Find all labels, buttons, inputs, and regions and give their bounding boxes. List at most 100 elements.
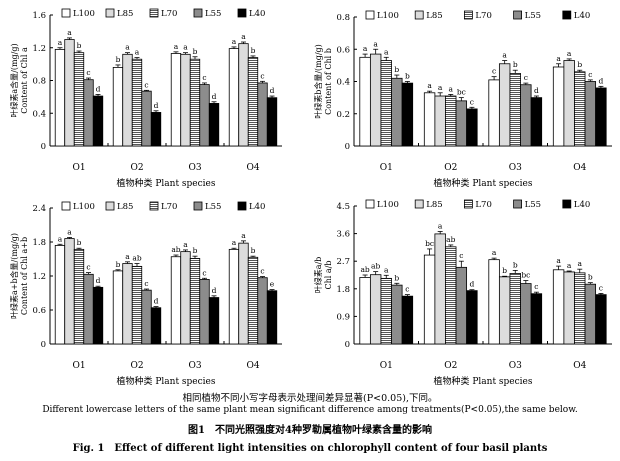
y-tick-label: 0.2 [336, 110, 350, 120]
legend-label-L55: L55 [205, 202, 221, 212]
significance-letter: bc [521, 271, 530, 280]
legend-label-L70: L70 [161, 9, 177, 19]
significance-letter: c [459, 251, 463, 260]
y-axis-label-en: Content of Chl a [20, 47, 29, 114]
x-tick-label: O2 [130, 361, 143, 371]
significance-letter: a [427, 81, 432, 90]
bar-L40-O4 [595, 87, 607, 147]
bar-L55-O2 [455, 266, 468, 345]
bar-L40-O2 [150, 307, 162, 345]
significance-letter: b [116, 260, 121, 269]
significance-letter: a [384, 265, 389, 274]
y-axis-label: 叶绿素a+b含量/(mg/g) [9, 233, 19, 319]
bar-L70-O1 [380, 277, 392, 345]
legend-swatch-L40 [562, 10, 572, 20]
significance-letter: ab [132, 254, 141, 263]
bar-L55-O3 [520, 84, 532, 147]
legend-label-L70: L70 [475, 200, 491, 210]
bar-L85-O4 [238, 43, 249, 147]
y-tick-label: 0.4 [336, 78, 350, 88]
y-axis-label: 叶绿素b含量/(mg/g) [313, 44, 323, 119]
bar-L85-O4 [238, 242, 249, 345]
significance-note-cn: 相同植物不同小写字母表示处理间差异显著(P<0.05),下同。 [182, 393, 438, 404]
bar-L40-O1 [92, 286, 104, 345]
x-axis-label: 植物种类 Plant species [116, 375, 215, 387]
significance-letter: c [599, 283, 603, 292]
x-tick-label: O3 [509, 361, 522, 371]
bar-L70-O2 [131, 265, 143, 345]
y-tick-label: 4.5 [336, 202, 350, 212]
significance-letter: b [193, 246, 198, 255]
significance-letter: a [438, 221, 443, 230]
y-axis-label-en: Chl a/b [324, 261, 333, 290]
x-tick-label: O1 [380, 163, 393, 173]
y-tick-label: 0.4 [32, 109, 46, 119]
significance-letter: a [502, 51, 507, 60]
y-axis-label-en: Content of Chl b [324, 48, 333, 115]
significance-letter: e [270, 280, 275, 289]
bar-L55-O2 [141, 90, 152, 147]
y-axis-label: 叶绿素a/b [313, 257, 323, 294]
y-tick-label: 1.8 [336, 285, 350, 295]
bar-L70-O4 [247, 57, 259, 147]
legend-label-L55: L55 [205, 9, 221, 19]
significance-letter: a [135, 48, 140, 57]
y-tick-label: 1.6 [32, 11, 46, 21]
significance-letter: a [232, 238, 237, 247]
bar-L55-O4 [584, 283, 597, 345]
significance-letter: c [260, 71, 264, 80]
x-tick-label: O2 [444, 163, 457, 173]
significance-letter: a [183, 240, 188, 249]
significance-letter: ab [171, 245, 180, 254]
significance-letter: a [492, 248, 497, 257]
significance-letter: d [96, 276, 101, 285]
bar-L40-O3 [208, 297, 220, 345]
x-tick-label: O3 [509, 163, 522, 173]
significance-letter: a [556, 54, 561, 63]
legend-swatch-L70 [149, 201, 159, 211]
x-tick-label: O4 [246, 163, 259, 173]
bar-L85-O1 [369, 274, 382, 345]
bar-L85-O4 [563, 60, 575, 147]
bar-L40-O2 [466, 108, 478, 147]
significance-letter: b [588, 273, 593, 282]
legend-label-L85: L85 [117, 9, 133, 19]
bar-L70-O1 [380, 60, 392, 147]
x-axis-label: 植物种类 Plant species [433, 375, 532, 387]
legend-label-L85: L85 [426, 200, 442, 210]
chart-panel-2: 0 0.2 0.4 0.6 0.8 叶绿素b含量/(mg/g) Content of Chl… [313, 10, 612, 189]
legend-label-L100: L100 [73, 202, 95, 212]
bar-L55-O1 [391, 77, 403, 147]
significance-letter: b [513, 60, 518, 69]
significance-letter: b [394, 273, 399, 282]
legend-swatch-L40 [237, 8, 247, 18]
bar-L70-O3 [189, 258, 201, 345]
significance-letter: c [470, 97, 474, 106]
y-tick-label: 0.6 [32, 306, 46, 316]
y-tick-label: 2.7 [336, 257, 350, 267]
bar-L85-O3 [180, 251, 191, 345]
y-tick-label: 0 [41, 142, 46, 152]
significance-letter: b [77, 238, 82, 247]
bar-L70-O1 [73, 52, 85, 147]
significance-letter: d [212, 286, 217, 295]
legend-swatch-L55 [193, 201, 203, 211]
legend-swatch-L55 [513, 199, 522, 209]
y-tick-label: 1.8 [32, 238, 46, 248]
significance-letter: b [251, 46, 256, 55]
bar-L100-O1 [54, 48, 66, 147]
legend-swatch-L55 [193, 8, 203, 18]
significance-letter: a [567, 49, 572, 58]
y-tick-label: 3.6 [336, 230, 350, 240]
x-tick-label: O1 [72, 361, 85, 371]
y-tick-label: 0 [345, 142, 350, 152]
bar-L85-O2 [122, 263, 133, 345]
significance-note-en: Different lowercase letters of the same … [42, 405, 578, 415]
legend-swatch-L85 [414, 10, 424, 20]
significance-letter: ab [446, 235, 455, 244]
significance-letter: bc [457, 88, 466, 97]
significance-letter: a [241, 32, 246, 41]
significance-letter: a [556, 256, 561, 265]
bar-L85-O3 [498, 63, 511, 147]
